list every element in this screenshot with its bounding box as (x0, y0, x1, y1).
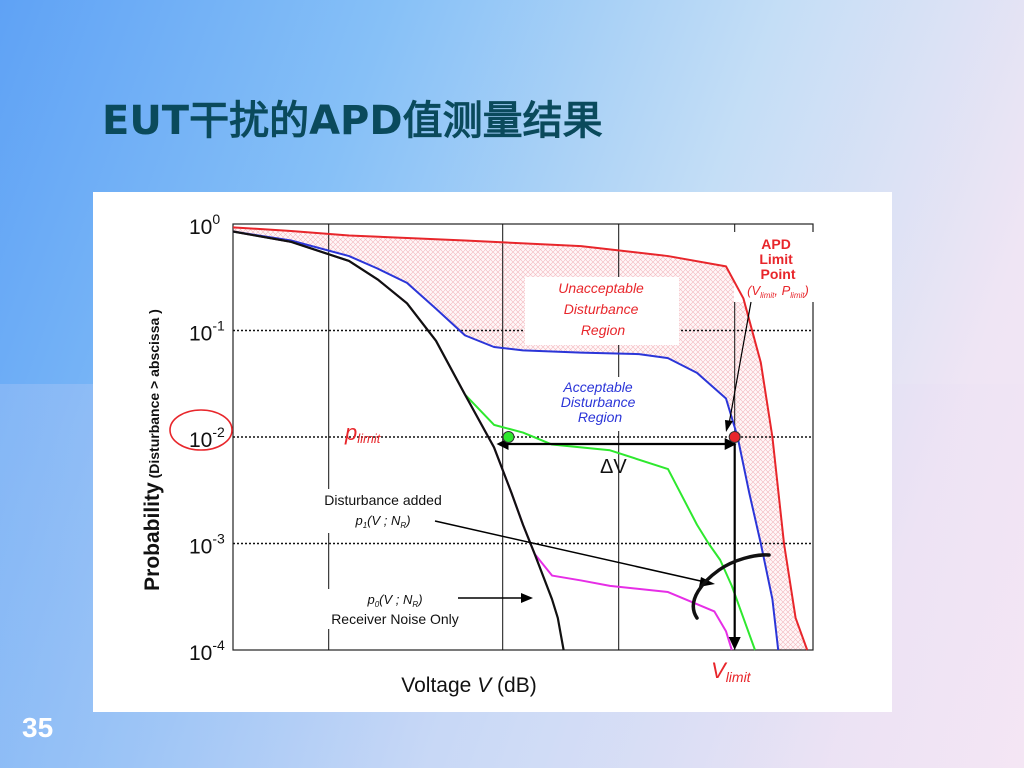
noise-only-p-sub: 0 (375, 600, 380, 609)
dist-added-v: V (372, 513, 382, 528)
y-tick-label: 100 (189, 211, 220, 239)
dist-added-line-1: Disturbance added (324, 492, 442, 508)
y-tick-label: 10-2 (189, 424, 225, 452)
unacceptable-region-label: Unacceptable Disturbance Region (558, 280, 648, 338)
unacceptable-line-1: Unacceptable (558, 280, 644, 296)
noise-only-v: V (384, 592, 394, 607)
v-limit-arrowhead (728, 637, 741, 650)
apd-coords-sub2: limit (790, 291, 805, 300)
chart-panel: 100 10-1 10-2 10-3 10-4 Probability (Disturb… (93, 192, 892, 712)
y-tick-exponent: -3 (212, 531, 225, 547)
noise-only-p: p (366, 592, 374, 607)
apd-line-2: Limit (759, 251, 793, 267)
dist-added-semi: ; (380, 513, 391, 528)
x-axis-label: Voltage V (dB) (401, 674, 536, 697)
unacceptable-label-bg (525, 277, 679, 345)
apd-coords-close: ) (803, 283, 809, 298)
y-tick-exponent: -1 (212, 318, 225, 334)
acceptable-line-1: Acceptable (562, 379, 632, 395)
series-layer (232, 226, 809, 651)
noise-only-n: N (403, 592, 413, 607)
acceptable-line-2: Disturbance (561, 394, 636, 410)
apd-line-1: APD (761, 236, 791, 252)
apd-pointer-arrowhead (725, 420, 733, 432)
acceptable-region-label: Acceptable Disturbance Region (561, 379, 640, 425)
unacceptable-line-2: Disturbance (564, 301, 639, 317)
noise-only-semi: ; (392, 592, 403, 607)
dist-added-formula: p1(V ; NR) (354, 513, 410, 530)
noise-only-formula: p0(V ; NR) (366, 592, 422, 609)
x-axis-label-prefix: Voltage (401, 674, 477, 697)
y-tick-base: 10 (189, 429, 212, 452)
dist-added-label-bg (308, 489, 458, 533)
apd-pointer-line (728, 301, 752, 425)
marker-green_point (502, 431, 515, 443)
unacceptable-region-hatch (233, 227, 808, 650)
apd-coords-open: (V (747, 283, 761, 298)
y-axis-label-main: Probability (141, 482, 164, 591)
apd-line-3: Point (761, 266, 796, 282)
noise-only-close: ) (416, 592, 422, 607)
dist-added-p-sub: 1 (363, 521, 367, 530)
apd-coords-mid: , P (774, 283, 790, 298)
y-tick-label: 10-3 (189, 531, 225, 559)
y-tick-label: 10-1 (189, 318, 225, 346)
apd-label-bg (734, 232, 822, 302)
slide-title: EUT干扰的APD值测量结果 (102, 98, 603, 144)
dist-added-open: ( (367, 513, 373, 528)
y-axis-label-sub: (Disturbance > abscissa ) (146, 309, 162, 482)
acceptable-line-3: Region (578, 409, 623, 425)
noise-only-n-sub: R (412, 600, 418, 609)
dist-added-n: N (391, 513, 401, 528)
apd-limit-label: APD Limit Point (759, 236, 796, 282)
points-layer (502, 431, 741, 443)
delta-v-arrowhead-right (724, 438, 737, 450)
acceptable-label-bg (543, 377, 661, 431)
apd-coords-sub1: limit (760, 291, 775, 300)
series-line-black (232, 230, 565, 651)
apd-coords-label: (Vlimit, Plimit) (747, 283, 809, 300)
p-limit-sub: limit (357, 431, 381, 446)
v-limit-label: Vlimit (711, 658, 752, 685)
y-tick-base: 10 (189, 642, 212, 665)
y-tick-base: 10 (189, 536, 212, 559)
noise-only-label-bg (315, 589, 475, 629)
dist-added-n-sub: R (400, 521, 406, 530)
y-tick-exponent: 0 (212, 211, 220, 227)
noise-only-open: ( (379, 592, 385, 607)
dist-added-p: p (354, 513, 362, 528)
delta-v-label: ΔV (600, 456, 627, 478)
y-tick-exponent: -2 (212, 424, 225, 440)
noise-only-arrowhead (521, 593, 533, 603)
slide-number: 35 (22, 712, 54, 743)
y-tick-base: 10 (189, 323, 212, 346)
y-tick-label: 10-4 (189, 637, 225, 665)
p-limit-label: plimit (344, 420, 382, 446)
p-limit-main: p (344, 420, 357, 445)
dist-added-pointer (434, 520, 706, 583)
x-axis-label-var: V (477, 674, 493, 697)
y-axis-label: Probability (Disturbance > abscissa ) (141, 309, 164, 591)
highlight-circle (169, 409, 233, 451)
series-line-blue (232, 230, 780, 651)
v-limit-main: V (711, 658, 728, 683)
noise-only-line-2: Receiver Noise Only (331, 611, 459, 627)
y-tick-exponent: -4 (212, 637, 225, 653)
dist-added-close: ) (404, 513, 410, 528)
v-limit-sub: limit (726, 669, 752, 685)
x-axis-label-suffix: (dB) (491, 674, 537, 697)
series-line-red (232, 226, 809, 651)
marker-apd_point (728, 431, 741, 443)
dist-added-brace (691, 553, 771, 620)
y-tick-base: 10 (189, 216, 212, 239)
unacceptable-line-3: Region (581, 322, 626, 338)
